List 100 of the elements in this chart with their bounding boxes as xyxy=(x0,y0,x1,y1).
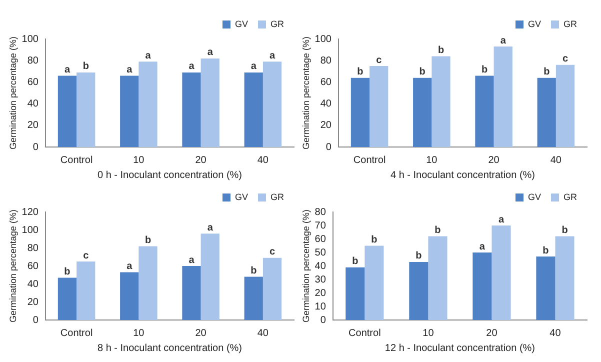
legend-label: GR xyxy=(564,18,578,29)
y-tick-label: 100 xyxy=(314,34,332,45)
annotation: a xyxy=(126,64,133,76)
annotation: b xyxy=(352,256,358,268)
y-tick-label: 0 xyxy=(32,314,39,326)
bar xyxy=(472,252,492,320)
y-axis-title: Germination percentage (%) xyxy=(8,209,18,323)
x-tick-label: 40 xyxy=(550,154,562,166)
y-tick-label: 40 xyxy=(320,98,332,110)
x-tick-label: Control xyxy=(353,154,386,166)
x-tick-label: 40 xyxy=(550,328,562,339)
bar xyxy=(262,62,282,147)
annotation: a xyxy=(498,214,504,226)
annotation: a xyxy=(207,222,214,234)
bar xyxy=(428,236,448,320)
x-tick-label: 10 xyxy=(133,328,145,339)
bar xyxy=(200,58,220,147)
bar xyxy=(200,234,220,320)
bar xyxy=(76,262,96,320)
annotation: b xyxy=(544,66,550,78)
y-tick-label: 120 xyxy=(22,206,39,218)
bar xyxy=(182,72,201,147)
annotation: b xyxy=(64,266,70,278)
y-tick-label: 40 xyxy=(27,278,39,290)
annotation: b xyxy=(419,66,426,78)
y-tick-label: 40 xyxy=(314,260,326,272)
annotation: b xyxy=(438,45,444,56)
bar xyxy=(556,64,575,147)
y-tick-label: 80 xyxy=(27,242,39,254)
annotation: b xyxy=(250,266,257,277)
annotation: a xyxy=(269,50,276,62)
bar xyxy=(555,236,574,320)
y-tick-label: 60 xyxy=(320,76,332,88)
bar xyxy=(58,76,77,147)
bar xyxy=(409,262,428,320)
annotation: b xyxy=(481,64,488,76)
y-tick-label: 60 xyxy=(27,260,39,272)
y-tick-label: 100 xyxy=(22,34,39,45)
y-tick-label: 0 xyxy=(32,142,39,153)
y-tick-label: 20 xyxy=(27,296,39,308)
y-axis-title: Germination percentage (%) xyxy=(8,36,18,150)
bar xyxy=(244,72,263,147)
y-tick-label: 0 xyxy=(326,142,332,153)
annotation: b xyxy=(144,234,152,246)
bar xyxy=(76,72,96,147)
x-tick-label: Control xyxy=(348,328,381,339)
y-axis-title: Germination percentage (%) xyxy=(300,209,311,323)
y-tick-label: 80 xyxy=(27,55,39,66)
bar xyxy=(120,272,139,320)
x-tick-label: 20 xyxy=(488,154,500,166)
y-tick-label: 30 xyxy=(314,274,326,286)
x-tick-label: 10 xyxy=(133,154,145,166)
y-tick-label: 100 xyxy=(22,224,39,236)
annotation: a xyxy=(188,254,195,266)
y-tick-label: 20 xyxy=(27,120,39,132)
annotation: a xyxy=(207,47,214,58)
y-tick-label: 40 xyxy=(27,98,39,110)
y-axis-title: Germination percentage (%) xyxy=(300,36,311,150)
x-tick-label: 10 xyxy=(426,154,438,166)
legend-label: GV xyxy=(528,18,542,29)
bar xyxy=(244,276,263,320)
bar xyxy=(494,46,512,147)
y-tick-label: 80 xyxy=(320,55,332,66)
bar xyxy=(432,56,450,147)
annotation: b xyxy=(371,234,378,246)
x-tick-label: 20 xyxy=(195,328,207,339)
y-tick-label: 60 xyxy=(314,234,326,245)
bar xyxy=(262,258,282,320)
bar xyxy=(364,246,384,320)
x-tick-label: 20 xyxy=(486,328,498,339)
x-tick-label: 40 xyxy=(257,328,269,339)
x-axis-title: 0 h - Inoculant concentration (%) xyxy=(97,170,242,181)
legend-label: GR xyxy=(564,192,578,202)
bar xyxy=(120,76,139,147)
x-tick-label: Control xyxy=(60,154,93,166)
bar xyxy=(413,78,432,147)
bar xyxy=(536,256,556,320)
annotation: b xyxy=(82,61,89,72)
bar xyxy=(346,267,365,320)
annotation: a xyxy=(479,241,486,252)
annotation: a xyxy=(145,50,152,62)
x-axis-title: 8 h - Inoculant concentration (%) xyxy=(97,342,242,354)
annotation: a xyxy=(188,61,195,72)
bar xyxy=(138,62,158,147)
x-tick-label: 10 xyxy=(422,328,434,339)
annotation: b xyxy=(542,245,549,256)
annotation: b xyxy=(434,225,441,236)
annotation: b xyxy=(562,225,568,236)
annotation: a xyxy=(250,61,257,72)
x-tick-label: 20 xyxy=(195,154,207,166)
bar xyxy=(492,226,511,320)
bar xyxy=(138,246,158,320)
x-axis-title: 12 h - Inoculant concentration (%) xyxy=(384,342,536,354)
x-tick-label: Control xyxy=(60,328,93,339)
x-axis-title: 4 h - Inoculant concentration (%) xyxy=(390,170,536,181)
y-tick-label: 70 xyxy=(314,220,326,232)
y-tick-label: 50 xyxy=(314,247,326,258)
legend-label: GR xyxy=(270,192,284,202)
annotation: c xyxy=(269,246,276,258)
legend-label: GR xyxy=(270,18,284,29)
